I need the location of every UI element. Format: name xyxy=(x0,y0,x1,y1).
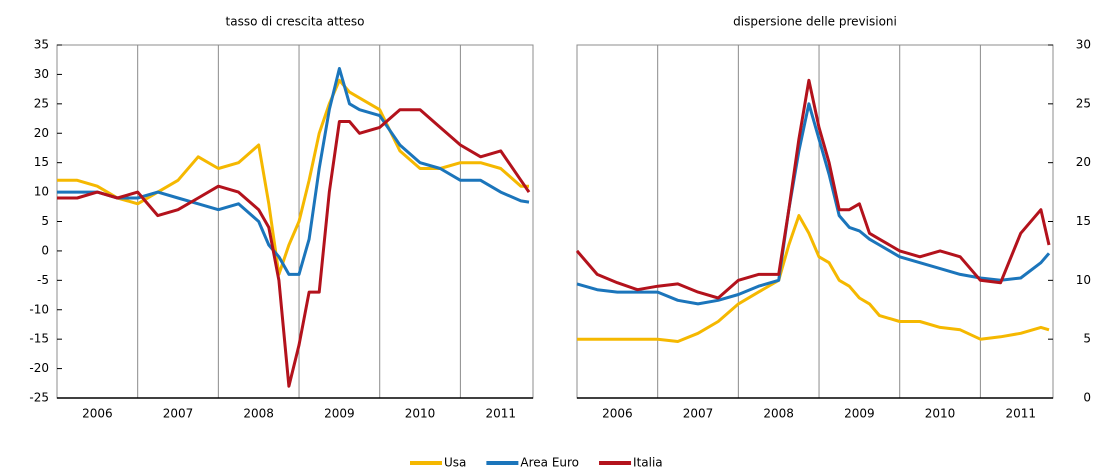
x-tick-label: 2009 xyxy=(324,407,355,421)
y-tick-label: 0 xyxy=(41,243,49,257)
y-tick-label: -20 xyxy=(29,361,49,375)
y-tick-label: 30 xyxy=(1076,38,1091,52)
x-tick-label: 2011 xyxy=(1005,407,1036,421)
legend-label: Usa xyxy=(444,456,466,470)
x-tick-label: 2008 xyxy=(243,407,274,421)
y-tick-label: -10 xyxy=(29,302,49,316)
y-tick-label: 5 xyxy=(41,214,49,228)
series-line xyxy=(57,108,531,388)
plot-frame xyxy=(576,44,1054,399)
y-tick-label: 10 xyxy=(1076,273,1091,287)
x-tick-label: 2008 xyxy=(763,407,794,421)
chart-title: dispersione delle previsioni xyxy=(733,15,897,29)
legend-label: Area Euro xyxy=(520,456,579,470)
y-tick-label: 20 xyxy=(1076,155,1091,169)
plot-frame xyxy=(56,44,534,399)
x-tick-label: 2009 xyxy=(844,407,875,421)
x-tick-label: 2010 xyxy=(405,407,436,421)
x-tick-label: 2007 xyxy=(163,407,194,421)
legend-label: Italia xyxy=(633,456,663,470)
x-tick-label: 2007 xyxy=(683,407,714,421)
x-tick-label: 2010 xyxy=(925,407,956,421)
y-tick-label: 15 xyxy=(34,155,49,169)
y-tick-label: -15 xyxy=(29,332,49,346)
series-line xyxy=(576,102,1051,306)
y-tick-label: 15 xyxy=(1076,214,1091,228)
series-line xyxy=(575,78,1051,300)
y-tick-label: -25 xyxy=(29,391,49,405)
y-tick-label: 0 xyxy=(1083,391,1091,405)
y-tick-label: 20 xyxy=(34,126,49,140)
x-tick-label: 2006 xyxy=(602,407,633,421)
x-tick-label: 2011 xyxy=(485,407,516,421)
y-tick-label: 25 xyxy=(34,96,49,110)
y-tick-label: 35 xyxy=(34,38,49,52)
chart-title: tasso di crescita atteso xyxy=(226,15,365,29)
y-tick-label: -5 xyxy=(37,273,49,287)
y-tick-label: 30 xyxy=(34,67,49,81)
y-tick-label: 25 xyxy=(1076,96,1091,110)
y-tick-label: 10 xyxy=(34,185,49,199)
series-line xyxy=(57,67,530,276)
y-tick-label: 5 xyxy=(1083,332,1091,346)
x-tick-label: 2006 xyxy=(82,407,113,421)
series-line xyxy=(577,214,1050,343)
